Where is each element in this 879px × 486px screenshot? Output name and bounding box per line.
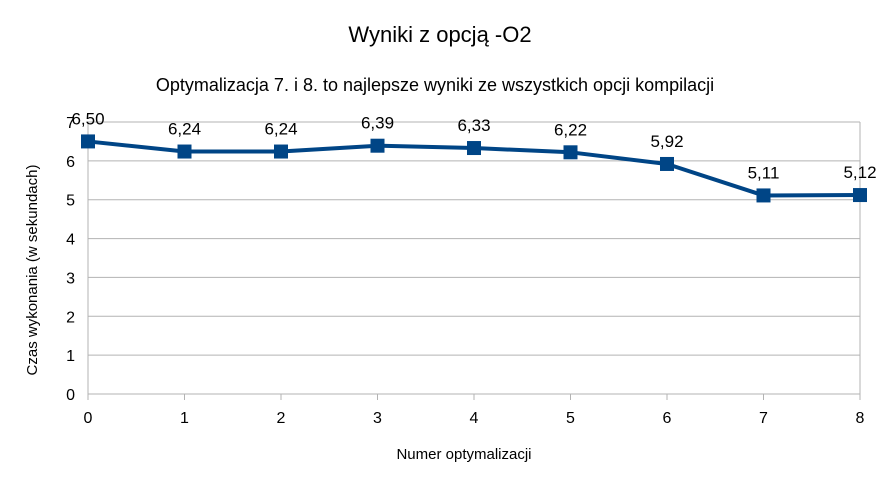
y-tick-label: 7 xyxy=(66,115,75,132)
data-point-marker xyxy=(177,144,192,159)
data-labels: 6,50 6,24 6,24 6,39 6,33 6,22 5,92 5,11 5,12 xyxy=(71,109,876,182)
x-tick-label: 4 xyxy=(470,410,479,427)
chart-subtitle: Optymalizacja 7. i 8. to najlepsze wynik… xyxy=(156,75,714,95)
chart-title: Wyniki z opcją -O2 xyxy=(348,22,531,47)
x-tick-label: 7 xyxy=(759,410,768,427)
data-point-marker xyxy=(660,156,674,171)
data-label: 6,33 xyxy=(457,116,490,135)
y-axis-ticks: 0 1 2 3 4 5 6 7 xyxy=(66,115,75,404)
series-line-group xyxy=(81,134,867,203)
y-tick-label: 1 xyxy=(66,348,75,365)
y-axis-label: Czas wykonania (w sekundach) xyxy=(24,165,41,376)
data-label: 6,24 xyxy=(168,120,201,139)
data-point-marker xyxy=(81,134,95,149)
data-point-marker xyxy=(756,188,771,203)
x-tick-label: 3 xyxy=(373,410,382,427)
data-point-marker xyxy=(274,144,288,159)
data-point-marker xyxy=(853,188,867,203)
data-label: 6,24 xyxy=(264,120,297,139)
data-point-marker xyxy=(563,145,578,160)
data-label: 6,22 xyxy=(554,120,587,139)
y-tick-label: 5 xyxy=(66,193,75,210)
data-label: 6,39 xyxy=(361,114,394,133)
x-tick-label: 0 xyxy=(84,410,93,427)
y-tick-label: 4 xyxy=(66,232,75,249)
data-point-marker xyxy=(467,141,481,156)
y-tick-label: 6 xyxy=(66,154,75,171)
y-tick-label: 0 xyxy=(66,387,75,404)
data-label: 6,50 xyxy=(71,109,104,128)
x-tick-label: 6 xyxy=(663,410,672,427)
data-label: 5,92 xyxy=(650,132,683,151)
x-axis-ticks: 0 1 2 3 4 5 6 7 8 xyxy=(84,394,865,427)
x-tick-label: 1 xyxy=(180,410,189,427)
x-tick-label: 5 xyxy=(566,410,575,427)
grid-lines xyxy=(87,121,861,395)
data-label: 5,11 xyxy=(748,163,780,182)
x-axis-label: Numer optymalizacji xyxy=(396,446,531,463)
x-tick-label: 8 xyxy=(856,410,865,427)
y-tick-label: 2 xyxy=(66,309,75,326)
data-label: 5,12 xyxy=(843,163,876,182)
y-tick-label: 3 xyxy=(66,270,75,287)
x-tick-label: 2 xyxy=(277,410,286,427)
data-point-marker xyxy=(370,138,385,153)
